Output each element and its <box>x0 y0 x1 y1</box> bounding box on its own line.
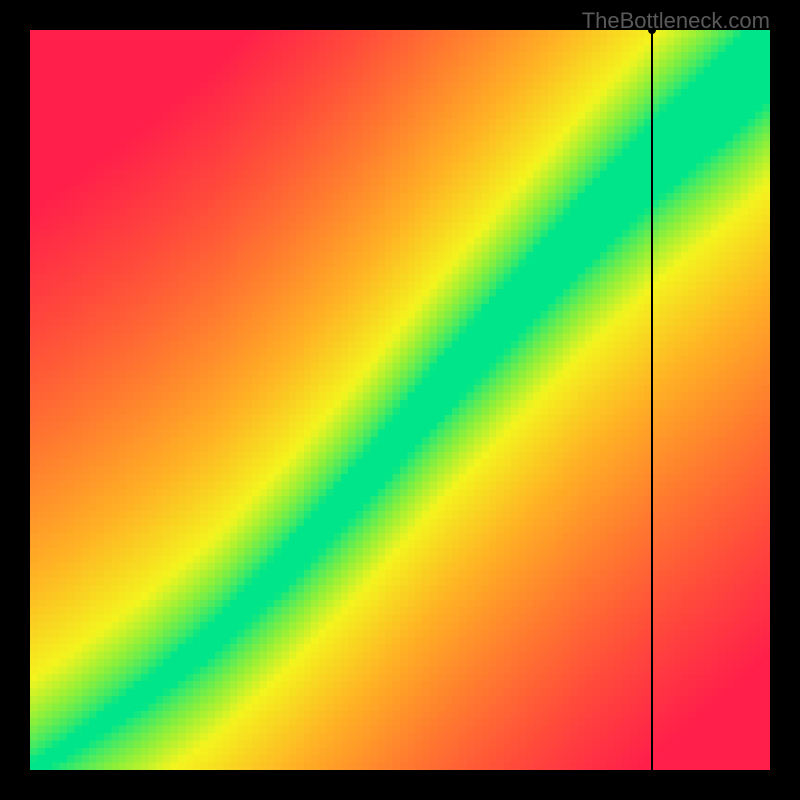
heatmap-frame <box>30 30 770 770</box>
heatmap-canvas <box>30 30 770 770</box>
guide-vertical-line <box>651 30 653 770</box>
watermark-text: TheBottleneck.com <box>582 8 770 34</box>
